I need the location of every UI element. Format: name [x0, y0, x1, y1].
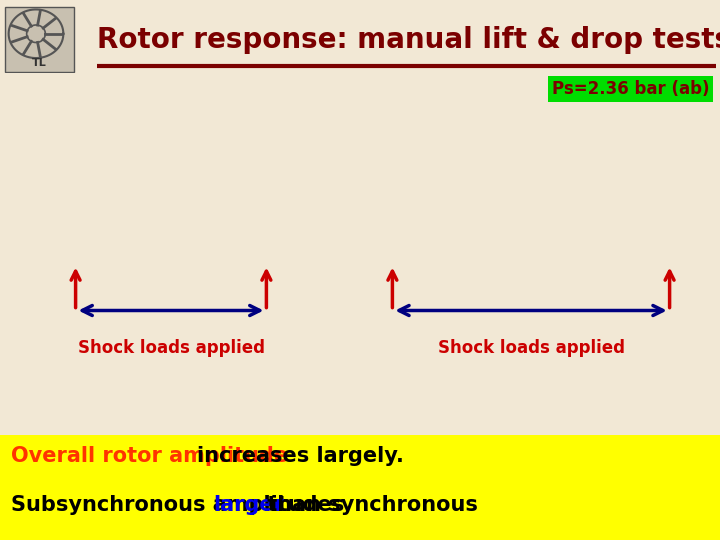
Text: TL: TL	[32, 57, 47, 68]
Text: Shock loads applied: Shock loads applied	[438, 339, 624, 357]
Text: Shock loads applied: Shock loads applied	[78, 339, 264, 357]
Text: Overall rotor amplitude: Overall rotor amplitude	[11, 446, 295, 467]
Text: larger: larger	[213, 495, 284, 515]
Text: Subsynchronous amplitudes: Subsynchronous amplitudes	[11, 495, 351, 515]
Text: than synchronous: than synchronous	[260, 495, 477, 515]
Text: increases largely.: increases largely.	[197, 446, 405, 467]
Text: Ps=2.36 bar (ab): Ps=2.36 bar (ab)	[552, 80, 709, 98]
Bar	[0, 435, 720, 540]
Text: Rotor response: manual lift & drop tests: Rotor response: manual lift & drop tests	[97, 26, 720, 55]
